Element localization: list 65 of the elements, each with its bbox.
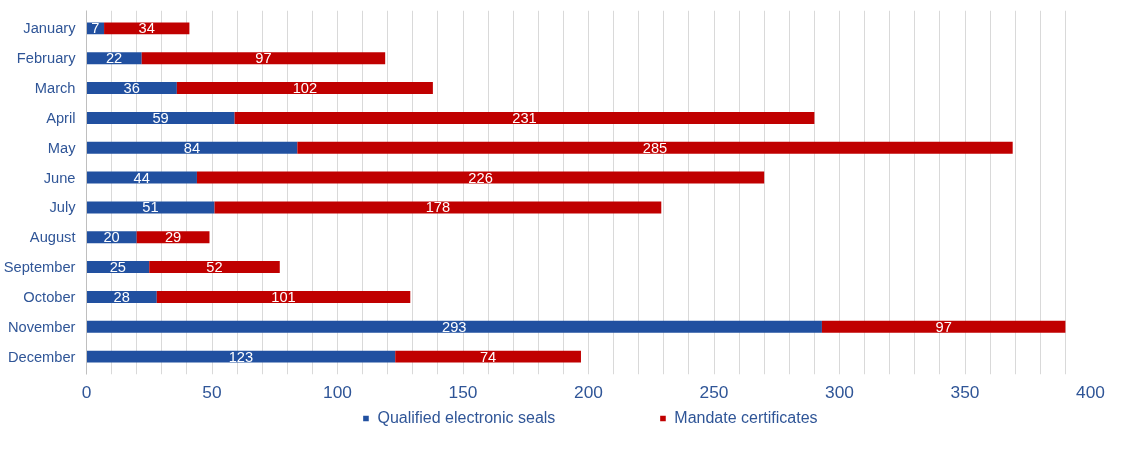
data-label: 22 — [105, 50, 123, 67]
data-label: 285 — [642, 139, 668, 156]
x-tick-label: 400 — [1076, 381, 1105, 402]
bar — [156, 290, 411, 303]
x-tick-label: 0 — [81, 381, 92, 402]
x-tick-label: 350 — [950, 381, 980, 402]
data-label: 29 — [164, 229, 182, 246]
bar — [149, 261, 280, 274]
y-tick-label: January — [23, 20, 77, 37]
bar — [821, 320, 1066, 333]
data-label: 44 — [133, 169, 150, 186]
bar — [86, 82, 177, 95]
legend-label: Mandate certificates — [674, 409, 818, 427]
bar — [234, 111, 815, 124]
y-tick-label: March — [34, 80, 76, 97]
y-tick-label: February — [16, 50, 77, 67]
bar — [141, 52, 386, 65]
data-label: 178 — [425, 199, 451, 216]
x-tick-label: 50 — [202, 381, 222, 402]
y-tick-label: July — [49, 199, 77, 216]
bar — [86, 171, 197, 184]
bar — [297, 141, 1013, 154]
y-tick-label: November — [7, 318, 76, 335]
data-label: 101 — [271, 288, 296, 305]
data-label: 231 — [512, 109, 537, 126]
data-label: 293 — [441, 318, 467, 335]
y-tick-label: April — [46, 109, 76, 126]
y-tick-label: June — [43, 169, 76, 186]
bar — [86, 111, 235, 124]
y-tick-label: December — [7, 348, 76, 365]
bar — [214, 201, 662, 214]
data-label: 102 — [292, 80, 318, 97]
data-label: 51 — [142, 199, 159, 216]
y-tick-label: September — [3, 259, 76, 276]
data-label: 20 — [103, 229, 120, 246]
data-label: 74 — [479, 348, 497, 365]
bar — [196, 171, 765, 184]
x-tick-label: 200 — [574, 381, 603, 402]
data-label: 97 — [935, 318, 952, 335]
data-label: 25 — [109, 259, 127, 276]
data-label: 97 — [255, 50, 272, 67]
bar — [86, 141, 298, 154]
data-label: 226 — [468, 169, 493, 186]
y-tick-label: May — [47, 139, 77, 156]
data-label: 84 — [183, 139, 201, 156]
bar — [104, 22, 190, 35]
bar — [86, 320, 822, 333]
data-label: 123 — [228, 348, 254, 365]
data-label: 7 — [91, 20, 100, 37]
bar — [176, 82, 433, 95]
y-tick-label: August — [29, 229, 76, 246]
x-tick-label: 100 — [323, 381, 352, 402]
x-tick-label: 150 — [448, 381, 478, 402]
data-label: 59 — [152, 109, 169, 126]
bar — [86, 350, 396, 363]
y-tick-label: October — [23, 288, 76, 305]
legend-label: Qualified electronic seals — [377, 409, 556, 427]
data-label: 34 — [138, 20, 155, 37]
x-tick-label: 300 — [825, 381, 854, 402]
bar — [86, 201, 215, 214]
data-label: 28 — [113, 288, 130, 305]
data-label: 52 — [206, 259, 223, 276]
bar — [395, 350, 581, 363]
x-tick-label: 250 — [699, 381, 729, 402]
data-label: 36 — [123, 80, 140, 97]
